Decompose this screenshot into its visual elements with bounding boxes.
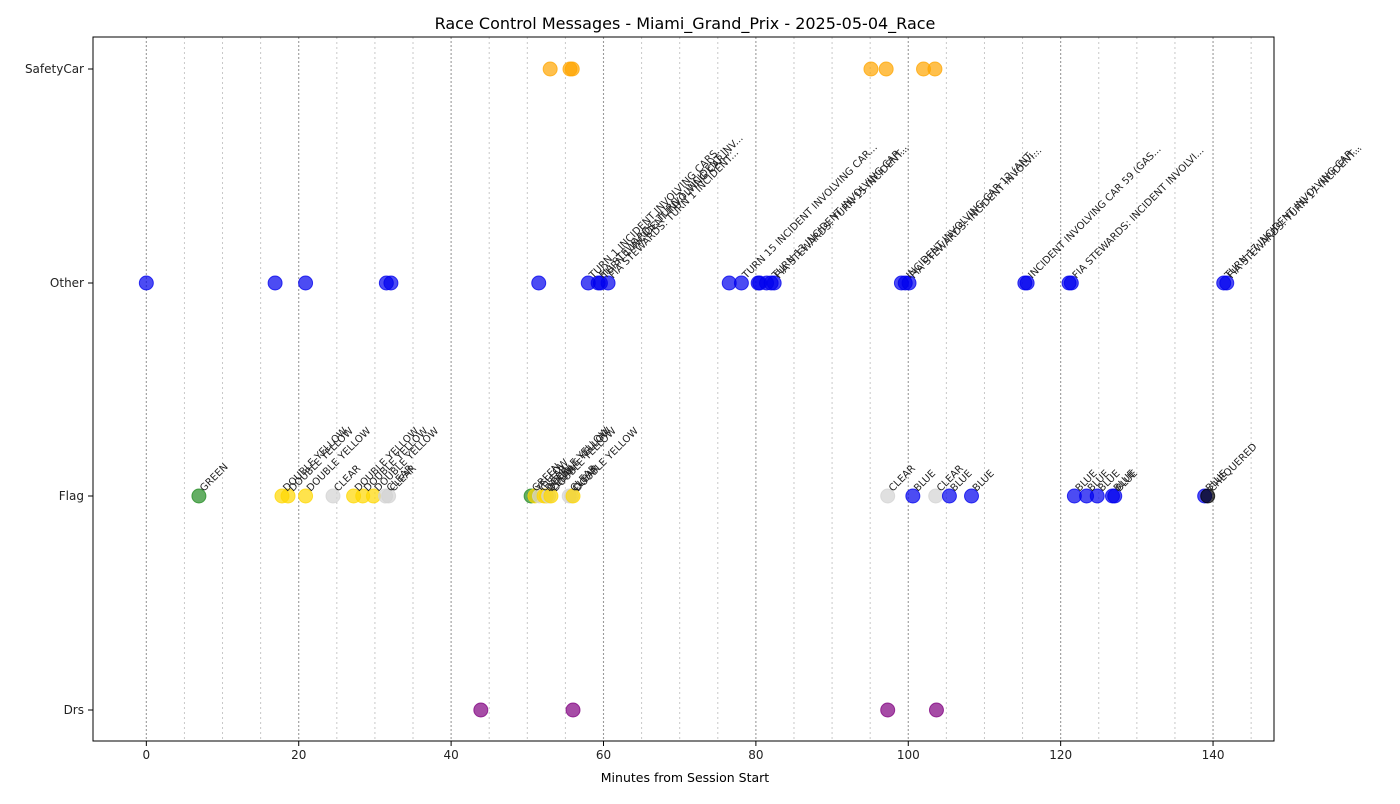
- x-tick-label: 60: [596, 748, 611, 762]
- x-tick-label: 20: [291, 748, 306, 762]
- y-tick-label: Other: [50, 276, 84, 290]
- flag-point: [1089, 488, 1105, 504]
- point-annotation: CHEQUERED: [1207, 441, 1260, 494]
- other-point: [383, 275, 399, 291]
- axes-layer: 0 20 40 60 80 100 120 140 Drs Flag Other SafetyCar: [25, 36, 1275, 762]
- drs-point: [565, 702, 581, 718]
- other-point: [733, 275, 749, 291]
- point-annotation: FIA STEWARDS: TURN 1 INCIDENT...: [607, 147, 741, 281]
- flag-point: [565, 488, 581, 504]
- safetycar-point: [863, 61, 879, 77]
- drs-point: [880, 702, 896, 718]
- flag-point: [964, 488, 980, 504]
- other-point: [766, 275, 782, 291]
- point-annotation: BLUE: [971, 468, 997, 494]
- chart-title: Race Control Messages - Miami_Grand_Prix…: [435, 14, 936, 34]
- other-point: [298, 275, 314, 291]
- point-annotation: TURN 1 INCIDENT INVOLVING CARS...: [587, 142, 727, 282]
- safetycar-point: [927, 61, 943, 77]
- x-tick-label: 100: [897, 748, 920, 762]
- flag-point: [280, 488, 296, 504]
- point-annotation: FIA STEWARDS: INCIDENT INVOLVI...: [908, 145, 1044, 281]
- x-tick-label: 140: [1202, 748, 1225, 762]
- point-annotation: TURN 15 INCIDENT INVOLVING CAR...: [740, 142, 880, 282]
- flag-point: [191, 488, 207, 504]
- x-tick-label: 80: [748, 748, 763, 762]
- x-axis-label: Minutes from Session Start: [601, 770, 770, 785]
- flag-point: [543, 488, 559, 504]
- annotation-layer: TURN 1 INCIDENT INVOLVING CARS...FIA STE…: [198, 133, 1364, 495]
- flag-point: [880, 488, 896, 504]
- flag-point: [325, 488, 341, 504]
- other-point: [531, 275, 547, 291]
- other-point: [1063, 275, 1079, 291]
- point-annotation: GREEN: [198, 462, 230, 494]
- drs-point: [473, 702, 489, 718]
- flag-point: [1107, 488, 1123, 504]
- y-tick-label: Flag: [59, 489, 84, 503]
- x-tick-label: 40: [443, 748, 458, 762]
- other-point: [901, 275, 917, 291]
- other-point: [1019, 275, 1035, 291]
- other-point: [138, 275, 154, 291]
- flag-point: [905, 488, 921, 504]
- points-layer: [138, 61, 1235, 718]
- axes-frame: [92, 36, 1275, 742]
- point-annotation: FIA STEWARDS: TURN 17 INCIDENT...: [1226, 143, 1364, 281]
- flag-point: [941, 488, 957, 504]
- y-tick-label: Drs: [64, 703, 84, 717]
- y-tick-label: SafetyCar: [25, 62, 84, 76]
- other-point: [267, 275, 283, 291]
- drs-point: [928, 702, 944, 718]
- flag-point: [381, 488, 397, 504]
- safetycar-point: [542, 61, 558, 77]
- other-point: [1219, 275, 1235, 291]
- safetycar-point: [878, 61, 894, 77]
- grid-layer: [145, 37, 1252, 741]
- x-tick-label: 0: [143, 748, 151, 762]
- safetycar-point: [564, 61, 580, 77]
- other-point: [600, 275, 616, 291]
- flag-point: [298, 488, 314, 504]
- x-tick-label: 120: [1049, 748, 1072, 762]
- flag-point: [1200, 488, 1216, 504]
